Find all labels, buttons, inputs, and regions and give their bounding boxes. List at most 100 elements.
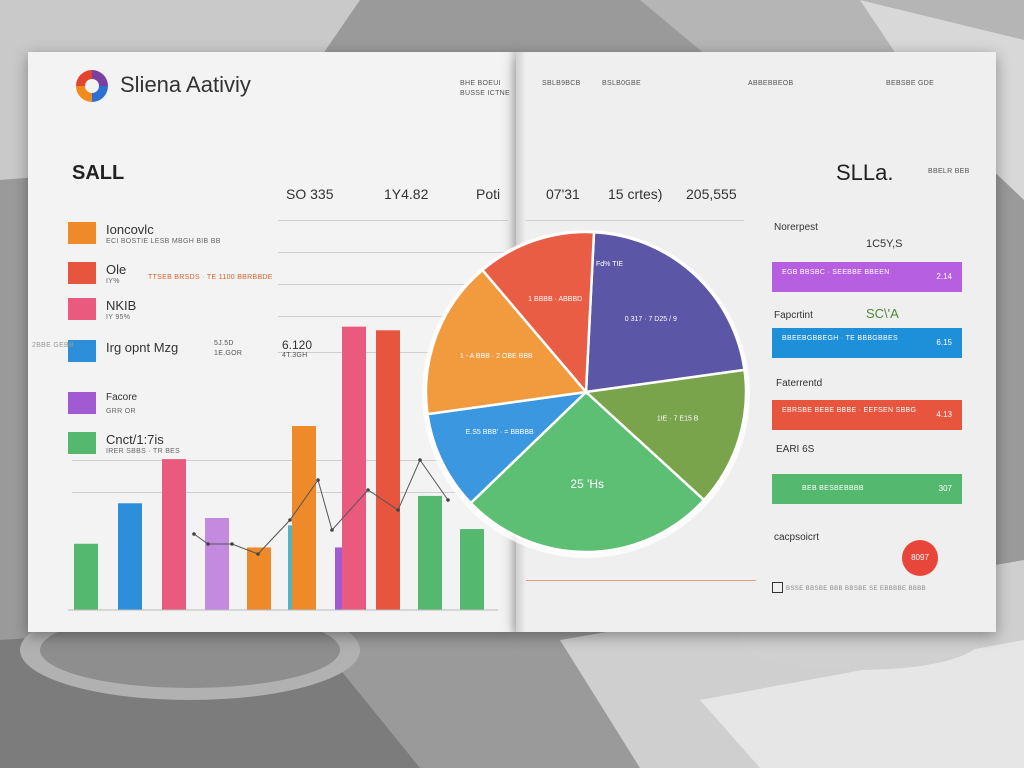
pie-slice-olive [583,368,748,502]
pie-label: 25 'Hs [570,477,604,491]
trend-point [230,542,234,546]
legend-sub: IY 95% [106,314,131,321]
right-column-head-3: 205,555 [686,186,737,202]
trend-point [256,552,260,556]
column-head-1: SO 335 [286,186,334,202]
bar-11 [460,529,484,610]
brand-name: Sliena Aativiy [120,72,251,97]
legend-label: Facore [106,392,138,403]
bar-chart [68,326,498,611]
legend-sub: ECI BOSTIE LESB MBGH BIB BB [106,238,221,245]
trend-point [396,508,400,512]
gridline [526,220,744,221]
section-heading: Faterrentd [776,378,823,389]
right-title: SLLa. [836,160,894,185]
legend-item: Ioncovlc ECI BOSTIE LESB MBGH BIB BB [68,222,268,262]
side-note: 2BBE GEBB [32,342,74,349]
legend-extra: TTSEB BRSDS · TE 1100 BBRBBDE [148,274,273,281]
pie-slice-red [480,230,596,396]
trend-point [366,488,370,492]
right-header-small-2: BSLB0GBE [602,80,641,87]
mid-value-2: 1E.GOR [214,350,243,357]
bar-10 [418,495,442,610]
pie-chart: 0 317 · 7 D25 / 9 1IE · 7 E15 B 25 'Hs E.S5… [422,230,750,558]
pie-label: 1 - A BBB · 2 OBE BBB [460,353,533,360]
legend-label: NKIB [106,298,137,313]
legend-label: Irg opnt Mzg [106,340,179,355]
bar-0 [74,543,98,610]
pie-slice-purple [584,230,746,394]
section-value: 1C5Y,S [866,238,903,250]
right-title-sub: BBELR BEB [928,168,970,175]
status-bar-label: EGB BBSBC · SEEBBE BBEEN [782,269,890,276]
legend-item: Facore GRR OR [68,392,268,432]
trend-point [192,532,196,536]
legend-item: Cnct/1:7is IRER SBBS · TR BES [68,432,268,472]
pie-center-note: Fd% TIE [596,261,623,268]
status-bar-1: EGB BBSBC · SEEBBE BBEEN 2.14 [772,262,962,292]
trend-point [206,542,210,546]
legend-swatch [68,392,96,414]
pie-label: E.S5 BBB' · = BBBBB [466,429,534,436]
status-bar-value: 6.15 [936,338,952,347]
status-bar-value: 307 [938,484,952,493]
gridline [278,252,508,253]
status-bar-value: 4.13 [936,410,952,419]
brand-logo-icon [76,70,108,102]
section-heading: Fapcrtint [774,310,813,321]
legend-swatch [68,262,96,284]
section-heading: Norerpest [774,222,818,233]
trend-point [288,518,292,522]
status-bar-label: EBRSBE BEBE BBBE · EEFSEN SBBG [782,407,917,414]
bar-4 [247,547,271,610]
pie-slice-blue [426,390,590,505]
gridline [278,284,508,285]
legend-swatch [68,432,96,454]
caption: cacpsoicrt [774,532,820,543]
status-bar-label: BBEEBGBBEGH · TE BBBGBBES [782,335,898,342]
footer-note: BSSE BBSBE BBB BBSBE SE EBBBBE BBBB [786,586,927,592]
right-header-small-3: ABBEBBEOB [748,80,794,87]
left-header-small-2: BUSSE ICTNE [460,90,510,97]
gridline [526,580,756,581]
legend-item: NKIB IY 95% [68,298,268,338]
legend-item: Ole IY% TTSEB BRSDS · TE 1100 BBRBBDE [68,262,272,302]
bar-9 [376,330,400,610]
pie-label: 1IE · 7 E15 B [657,415,699,422]
legend-item: Irg opnt Mzg [68,340,268,380]
status-bar-4: BEB BESBEBBBB 307 [772,474,962,504]
section-title: SALL [72,162,125,184]
status-badge: 8097 [902,540,938,576]
bar-6 [292,426,316,610]
column-head-2: 1Y4.82 [384,186,429,202]
right-column-head-1: 07'31 [546,186,580,202]
status-bar-3: EBRSBE BEBE BBBE · EEFSEN SBBG 4.13 [772,400,962,430]
mid-value-3: 6.120 [282,338,313,352]
trend-point [418,458,422,462]
mid-value-4: 4T.3GH [282,352,308,359]
pie-label: 1 BBBB · ABBBD [528,296,582,303]
status-bar-label: BEB BESBEBBBB [802,485,864,492]
section-value: SC\'A [866,306,899,321]
right-column-head-2: 15 crtes) [608,186,663,202]
trend-point [446,498,450,502]
footer-square-icon [772,582,783,593]
pie-label: 0 317 · 7 D25 / 9 [625,316,677,323]
legend-label: Ioncovlc [106,222,154,237]
bar-2 [162,459,186,610]
legend-swatch [68,222,96,244]
trend-point [316,478,320,482]
bar-1 [118,503,142,610]
legend-swatch [68,340,96,362]
gridline [278,316,508,317]
status-bar-value: 2.14 [936,272,952,281]
column-head-3: Poti [476,186,501,202]
bar-8 [342,326,366,610]
section-heading: EARI 6S [776,444,815,455]
status-bar-2: BBEEBGBBEGH · TE BBBGBBES 6.15 [772,328,962,358]
legend-sub: GRR OR [106,408,136,415]
bar-3 [205,518,229,610]
mid-value-1: 5J.5D [214,340,234,347]
legend-sub: IY% [106,278,120,285]
right-header-small-4: BEBSBE GDE [886,80,935,87]
